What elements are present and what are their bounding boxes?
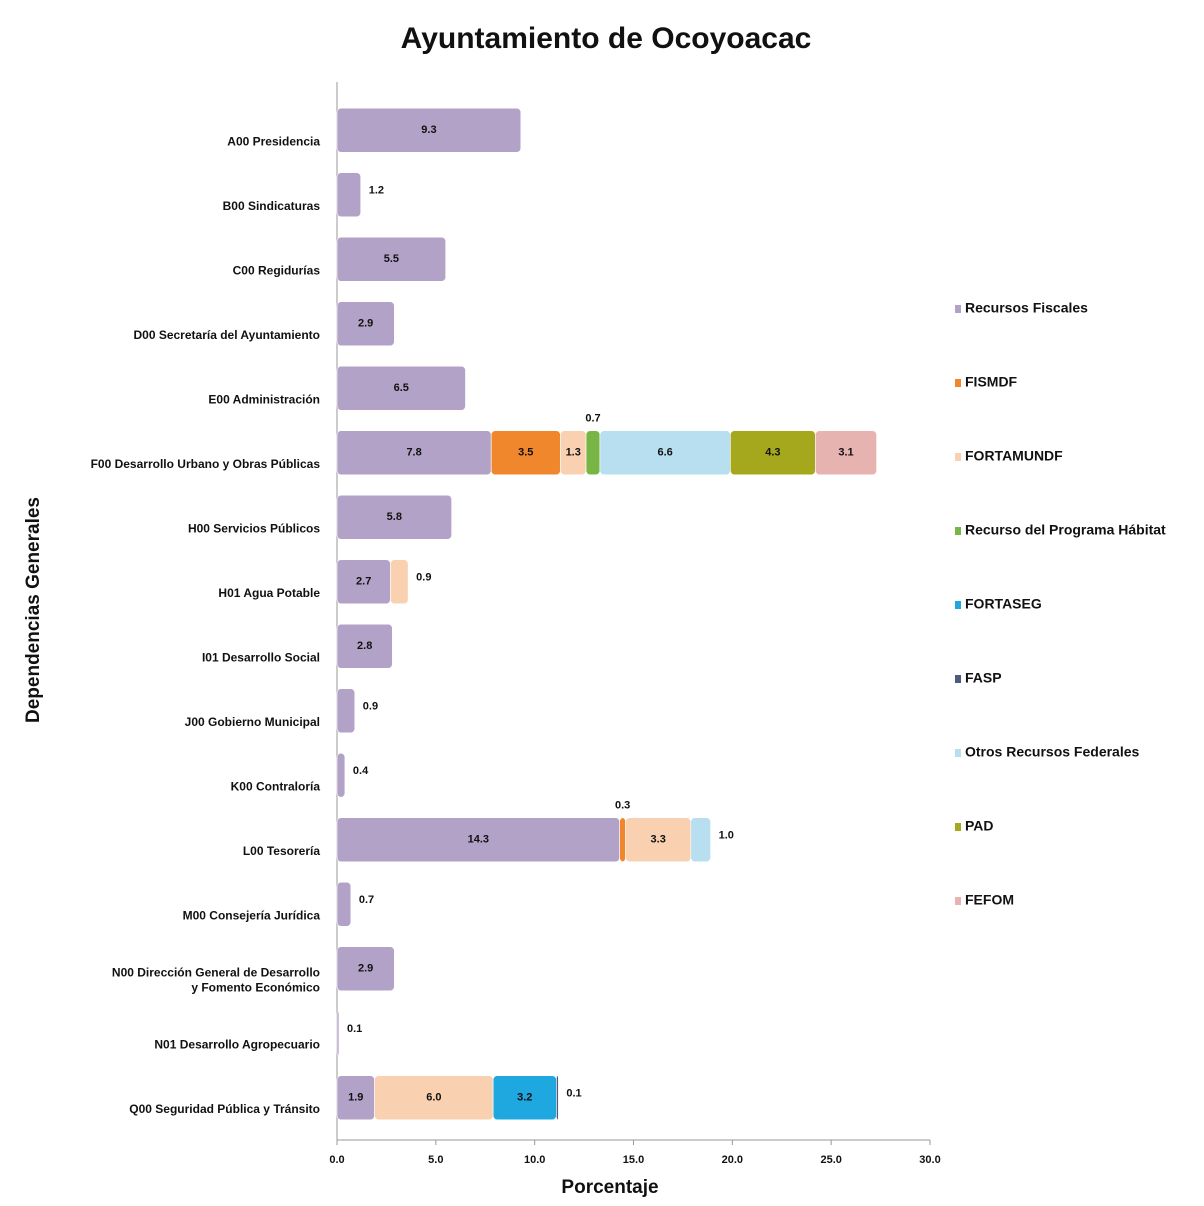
data-label: 7.8 <box>406 447 421 459</box>
data-label: 2.9 <box>358 963 373 975</box>
legend-label: FORTASEG <box>965 596 1042 612</box>
legend-marker <box>955 601 961 609</box>
y-tick-label: F00 Desarrollo Urbano y Obras Públicas <box>91 457 321 471</box>
y-tick-label: E00 Administración <box>208 392 320 406</box>
legend-marker <box>955 749 961 757</box>
bar-segment <box>336 752 346 798</box>
data-label: 2.9 <box>358 318 373 330</box>
data-label: 0.9 <box>416 572 431 584</box>
legend-label: Recursos Fiscales <box>965 300 1088 316</box>
bar-segment <box>336 623 393 669</box>
bar-segment <box>556 1075 559 1121</box>
x-tick-label: 15.0 <box>623 1154 644 1166</box>
data-label: 0.9 <box>363 701 378 713</box>
data-label: 1.3 <box>566 447 581 459</box>
y-tick-label: H01 Agua Potable <box>218 586 320 600</box>
data-label: 6.0 <box>426 1092 441 1104</box>
data-label: 6.6 <box>657 447 672 459</box>
data-label: 6.5 <box>394 382 409 394</box>
bar-segment <box>815 430 877 476</box>
bar-segment <box>336 946 395 992</box>
legend-label: FEFOM <box>965 892 1014 908</box>
x-tick-label: 30.0 <box>919 1154 940 1166</box>
bar-segment <box>390 559 409 605</box>
bar-segment <box>336 172 362 218</box>
y-tick-label: N00 Dirección General de Desarrollo y Fom… <box>112 965 320 994</box>
data-label: 0.7 <box>585 413 600 425</box>
legend-label: FORTAMUNDF <box>965 448 1063 464</box>
legend-marker <box>955 305 961 313</box>
x-tick-label: 25.0 <box>820 1154 841 1166</box>
x-axis-title: Porcentaje <box>561 1177 658 1198</box>
data-label: 3.2 <box>517 1092 532 1104</box>
data-label: 2.7 <box>356 576 371 588</box>
chart-title: Ayuntamiento de Ocoyoacac <box>401 22 812 55</box>
y-tick-label: C00 Regidurías <box>233 263 321 277</box>
legend-marker <box>955 527 961 535</box>
data-label: 2.8 <box>357 640 372 652</box>
data-label: 1.9 <box>348 1092 363 1104</box>
y-tick-label: Q00 Seguridad Pública y Tránsito <box>129 1102 320 1116</box>
x-tick-label: 0.0 <box>329 1154 344 1166</box>
data-label: 1.0 <box>719 830 734 842</box>
legend-label: Otros Recursos Federales <box>965 744 1140 760</box>
legend-label: Recurso del Programa Hábitat <box>965 522 1166 538</box>
y-tick-label: H00 Servicios Públicos <box>188 521 320 535</box>
x-tick-label: 20.0 <box>722 1154 743 1166</box>
data-label: 9.3 <box>421 124 436 136</box>
bar-segment <box>690 817 711 863</box>
bar-segment <box>336 301 395 347</box>
legend-marker <box>955 823 961 831</box>
y-tick-label: B00 Sindicaturas <box>223 199 321 213</box>
y-tick-label: D00 Secretaría del Ayuntamiento <box>133 328 320 342</box>
data-label: 1.2 <box>369 185 384 197</box>
data-label: 3.1 <box>838 447 853 459</box>
bar-segment <box>336 236 447 282</box>
x-tick-label: 5.0 <box>428 1154 443 1166</box>
legend-marker <box>955 897 961 905</box>
y-tick-label: N01 Desarrollo Agropecuario <box>154 1037 320 1051</box>
y-axis-title: Dependencias Generales <box>23 497 44 723</box>
x-tick-label: 10.0 <box>524 1154 545 1166</box>
legend-label: FASP <box>965 670 1002 686</box>
data-label: 0.1 <box>347 1023 362 1035</box>
bar-segment <box>336 1010 340 1056</box>
bar-segment <box>336 107 522 153</box>
y-tick-label: I01 Desarrollo Social <box>202 650 320 664</box>
data-label: 5.5 <box>384 253 399 265</box>
data-label: 0.3 <box>615 800 630 812</box>
y-tick-label: K00 Contraloría <box>231 779 321 793</box>
legend-label: FISMDF <box>965 374 1018 390</box>
y-tick-label: M00 Consejería Jurídica <box>183 908 321 922</box>
data-label: 5.8 <box>387 511 402 523</box>
legend-marker <box>955 675 961 683</box>
y-tick-label: J00 Gobierno Municipal <box>185 715 320 729</box>
data-label: 14.3 <box>468 834 489 846</box>
bar-segment <box>336 494 452 540</box>
data-label: 0.1 <box>566 1088 581 1100</box>
data-label: 0.7 <box>359 894 374 906</box>
bar-segment <box>585 430 601 476</box>
bar-segment <box>336 688 356 734</box>
legend-marker <box>955 379 961 387</box>
bar-segment <box>619 817 626 863</box>
data-label: 4.3 <box>765 447 780 459</box>
legend-marker <box>955 453 961 461</box>
data-label: 0.4 <box>353 765 369 777</box>
bar-segment <box>336 365 466 411</box>
data-label: 3.3 <box>651 834 666 846</box>
bar-segment <box>336 881 352 927</box>
data-label: 3.5 <box>518 447 533 459</box>
y-tick-label: L00 Tesorería <box>243 844 320 858</box>
y-tick-label: A00 Presidencia <box>227 134 320 148</box>
legend-label: PAD <box>965 818 994 834</box>
